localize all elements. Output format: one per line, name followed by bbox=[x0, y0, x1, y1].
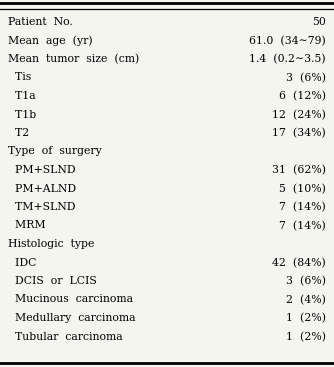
Text: 5  (10%): 5 (10%) bbox=[279, 184, 326, 194]
Text: 61.0  (34∼79): 61.0 (34∼79) bbox=[249, 36, 326, 46]
Text: IDC: IDC bbox=[8, 258, 36, 268]
Text: Mean  age  (yr): Mean age (yr) bbox=[8, 36, 93, 46]
Text: 3  (6%): 3 (6%) bbox=[286, 276, 326, 286]
Text: 42  (84%): 42 (84%) bbox=[272, 258, 326, 268]
Text: Tis: Tis bbox=[8, 73, 31, 83]
Text: MRM: MRM bbox=[8, 221, 46, 230]
Text: T1b: T1b bbox=[8, 109, 36, 120]
Text: 3  (6%): 3 (6%) bbox=[286, 73, 326, 83]
Text: 1  (2%): 1 (2%) bbox=[286, 331, 326, 342]
Text: T2: T2 bbox=[8, 128, 29, 138]
Text: 31  (62%): 31 (62%) bbox=[272, 165, 326, 175]
Text: PM+ALND: PM+ALND bbox=[8, 184, 76, 193]
Text: Mean  tumor  size  (cm): Mean tumor size (cm) bbox=[8, 54, 139, 64]
Text: Histologic  type: Histologic type bbox=[8, 239, 95, 249]
Text: 17  (34%): 17 (34%) bbox=[272, 128, 326, 138]
Text: TM+SLND: TM+SLND bbox=[8, 202, 75, 212]
Text: 1  (2%): 1 (2%) bbox=[286, 313, 326, 323]
Text: Patient  No.: Patient No. bbox=[8, 17, 73, 27]
Text: 2  (4%): 2 (4%) bbox=[286, 294, 326, 305]
Text: 12  (24%): 12 (24%) bbox=[272, 109, 326, 120]
Text: Mucinous  carcinoma: Mucinous carcinoma bbox=[8, 294, 133, 305]
Text: Type  of  surgery: Type of surgery bbox=[8, 146, 102, 156]
Text: PM+SLND: PM+SLND bbox=[8, 165, 75, 175]
Text: 1.4  (0.2∼3.5): 1.4 (0.2∼3.5) bbox=[249, 54, 326, 64]
Text: Medullary  carcinoma: Medullary carcinoma bbox=[8, 313, 136, 323]
Text: Tubular  carcinoma: Tubular carcinoma bbox=[8, 331, 123, 342]
Text: DCIS  or  LCIS: DCIS or LCIS bbox=[8, 276, 97, 286]
Text: 50: 50 bbox=[312, 17, 326, 27]
Text: 6  (12%): 6 (12%) bbox=[279, 91, 326, 101]
Text: T1a: T1a bbox=[8, 91, 36, 101]
Text: 7  (14%): 7 (14%) bbox=[279, 221, 326, 231]
Text: 7  (14%): 7 (14%) bbox=[279, 202, 326, 212]
